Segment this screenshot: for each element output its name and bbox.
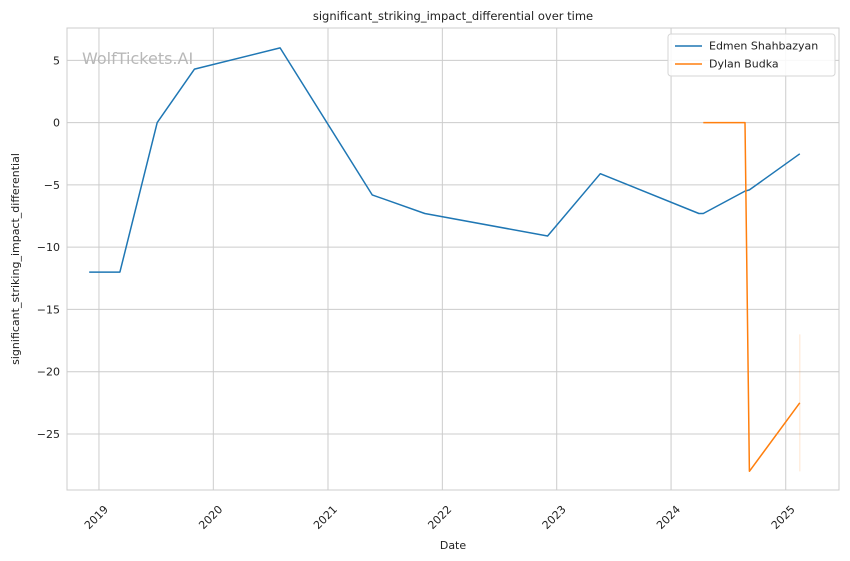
y-tick-label: 0 (53, 117, 60, 130)
plot-frame (66, 27, 840, 491)
x-axis-label: Date (440, 539, 467, 552)
y-tick-label: −5 (44, 179, 60, 192)
chart-title: significant_striking_impact_differential… (313, 9, 593, 23)
legend-label-dylan-budka: Dylan Budka (709, 58, 779, 71)
watermark: WolfTickets.AI (82, 49, 193, 68)
series-line-edmen-shahbazyan (89, 47, 801, 273)
series-line-dylan-budka (703, 121, 801, 473)
plot-area (67, 28, 839, 490)
y-axis-label: significant_striking_impact_differential (9, 153, 22, 365)
y-tick-label: −15 (37, 303, 60, 316)
grid-lines (67, 28, 839, 490)
y-tick-label: −20 (37, 366, 60, 379)
legend-label-edmen-shahbazyan: Edmen Shahbazyan (709, 40, 818, 53)
y-tick-label: 5 (53, 54, 60, 67)
y-tick-labels: 5 0 −5 −10 −15 −20 −25 (37, 54, 60, 441)
legend: Edmen Shahbazyan Dylan Budka (667, 33, 836, 77)
series-layer (89, 47, 801, 473)
legend-box (667, 33, 836, 77)
y-tick-label: −10 (37, 241, 60, 254)
y-tick-label: −25 (37, 428, 60, 441)
